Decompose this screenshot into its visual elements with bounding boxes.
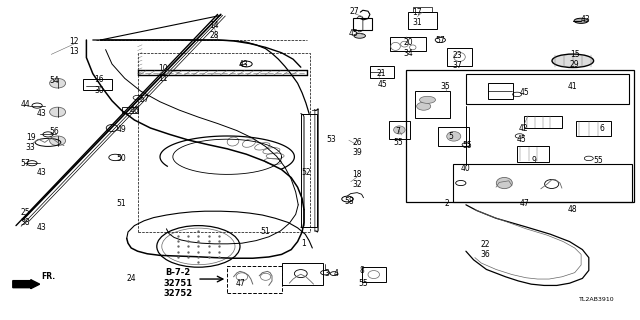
- Text: 17
31: 17 31: [412, 8, 422, 27]
- Text: 8: 8: [359, 266, 364, 275]
- Text: 5: 5: [449, 132, 454, 140]
- Text: 48: 48: [568, 205, 578, 214]
- Ellipse shape: [354, 34, 365, 38]
- Bar: [438, 127, 469, 146]
- Text: 58: 58: [344, 197, 354, 206]
- Bar: [408, 12, 437, 29]
- Text: 19
33: 19 33: [26, 133, 36, 152]
- Text: 45: 45: [516, 135, 527, 144]
- Text: 45: 45: [520, 88, 530, 97]
- Text: 23
37: 23 37: [452, 51, 463, 70]
- Text: 26
39: 26 39: [352, 138, 362, 157]
- Bar: [415, 91, 450, 118]
- Text: 44: 44: [20, 100, 31, 108]
- Text: 55: 55: [393, 138, 403, 147]
- Ellipse shape: [50, 136, 65, 146]
- Text: 25
38: 25 38: [20, 208, 31, 227]
- Text: 24: 24: [126, 274, 136, 283]
- Text: 3: 3: [324, 269, 329, 278]
- Bar: [453, 164, 632, 202]
- Text: 7: 7: [396, 127, 401, 136]
- Bar: [447, 48, 472, 66]
- Text: TL2AB3910: TL2AB3910: [579, 297, 614, 302]
- Bar: [301, 114, 317, 227]
- Text: 46: 46: [129, 106, 140, 115]
- Text: 15
29: 15 29: [570, 50, 580, 69]
- Text: 22
36: 22 36: [480, 240, 490, 259]
- Bar: [406, 70, 634, 202]
- Text: 57: 57: [20, 159, 31, 168]
- Text: 54: 54: [49, 76, 60, 84]
- Ellipse shape: [447, 132, 461, 141]
- Ellipse shape: [552, 54, 593, 68]
- Text: 16
30: 16 30: [94, 75, 104, 94]
- Bar: [353, 18, 372, 30]
- Ellipse shape: [417, 102, 431, 110]
- Ellipse shape: [497, 177, 513, 189]
- Text: 43: 43: [580, 15, 591, 24]
- Text: 10
11: 10 11: [158, 64, 168, 83]
- Text: 43: 43: [36, 168, 47, 177]
- Text: 35: 35: [440, 82, 450, 91]
- Text: 55: 55: [358, 279, 369, 288]
- Text: 45: 45: [349, 29, 359, 38]
- Bar: [517, 146, 549, 162]
- Text: 55: 55: [462, 141, 472, 150]
- Text: 52: 52: [301, 168, 311, 177]
- Text: 41: 41: [568, 82, 578, 91]
- FancyArrow shape: [13, 280, 40, 289]
- Text: 49: 49: [116, 125, 127, 134]
- Text: 21: 21: [376, 69, 385, 78]
- Text: 6: 6: [599, 124, 604, 132]
- Text: 47: 47: [235, 279, 245, 288]
- Bar: [138, 53, 310, 232]
- Ellipse shape: [574, 18, 588, 23]
- Bar: [227, 266, 282, 293]
- Ellipse shape: [50, 107, 65, 117]
- Bar: [413, 7, 432, 12]
- Ellipse shape: [50, 78, 65, 88]
- Bar: [488, 83, 513, 99]
- Text: 47: 47: [520, 199, 530, 208]
- Bar: [282, 263, 323, 285]
- Text: 1: 1: [301, 239, 307, 248]
- Bar: [390, 37, 426, 51]
- Text: 9: 9: [532, 156, 537, 164]
- Text: 57: 57: [435, 36, 445, 44]
- Bar: [576, 121, 611, 136]
- Bar: [524, 116, 562, 128]
- Text: 43: 43: [36, 109, 47, 118]
- Text: 45: 45: [378, 80, 388, 89]
- Text: 56: 56: [49, 127, 60, 136]
- Bar: [466, 74, 629, 104]
- Bar: [122, 107, 138, 113]
- Text: 42: 42: [518, 124, 529, 132]
- Text: FR.: FR.: [42, 272, 56, 281]
- Text: 51: 51: [116, 199, 127, 208]
- Text: 27: 27: [349, 7, 359, 16]
- Text: B-7-2
32751
32752: B-7-2 32751 32752: [163, 268, 193, 298]
- Text: 55: 55: [593, 156, 604, 164]
- Text: 18
32: 18 32: [352, 170, 362, 189]
- Text: 2: 2: [444, 199, 449, 208]
- Text: 4: 4: [333, 269, 339, 278]
- Ellipse shape: [420, 96, 436, 103]
- Text: 53: 53: [326, 135, 337, 144]
- Text: 57: 57: [139, 95, 149, 104]
- Bar: [362, 267, 386, 282]
- Bar: [389, 121, 410, 139]
- Text: 51: 51: [260, 228, 271, 236]
- Text: 12
13: 12 13: [68, 37, 79, 56]
- Bar: [83, 79, 112, 90]
- Text: 20
34: 20 34: [403, 38, 413, 58]
- Bar: [370, 66, 394, 78]
- Ellipse shape: [394, 126, 405, 134]
- Text: 50: 50: [116, 154, 127, 163]
- Text: 43: 43: [238, 60, 248, 68]
- Text: 43: 43: [36, 223, 47, 232]
- Text: 14
28: 14 28: [209, 21, 220, 40]
- Text: 40: 40: [461, 164, 471, 172]
